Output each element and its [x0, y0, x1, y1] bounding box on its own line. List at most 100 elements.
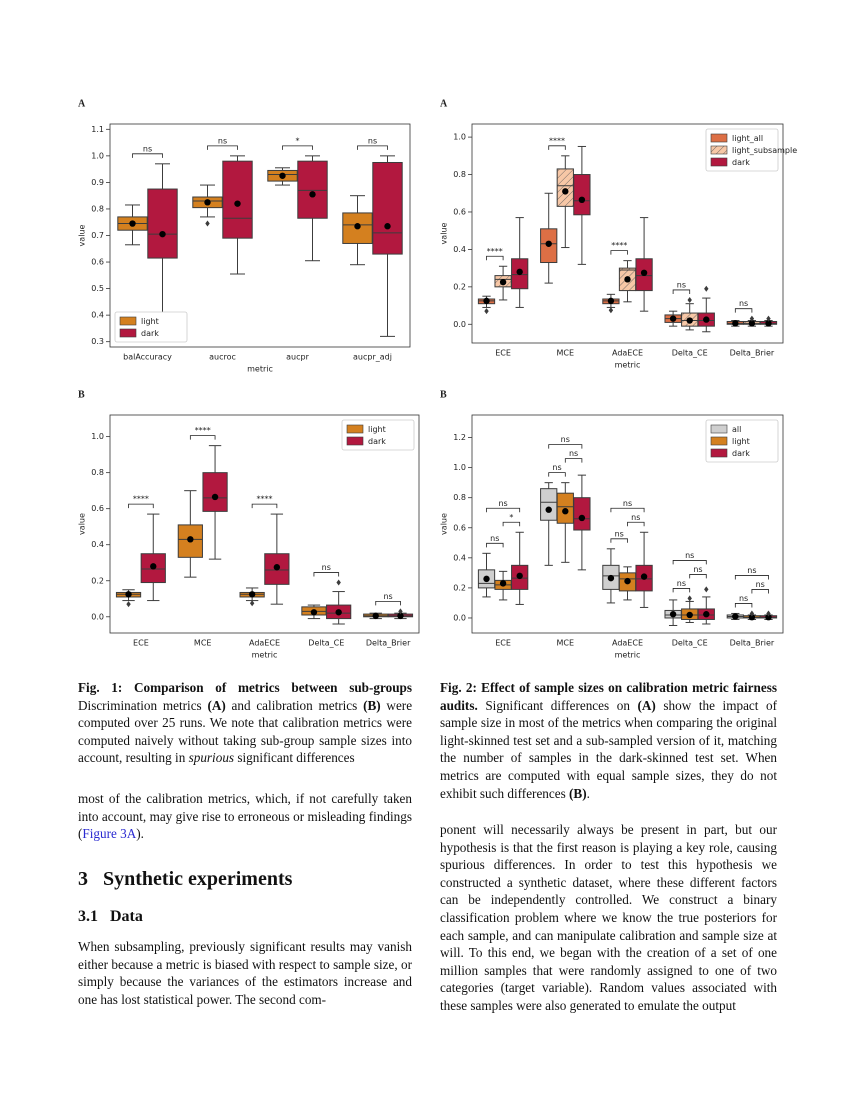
caption-text: .	[586, 785, 590, 801]
x-tick-label: Delta_CE	[672, 349, 708, 358]
significance-label: ns	[685, 551, 694, 560]
significance-label: ns	[615, 529, 624, 538]
y-tick-label: 0.6	[453, 523, 466, 532]
mean	[545, 506, 552, 513]
significance-bracket	[189, 435, 216, 440]
significance-bracket	[207, 145, 238, 150]
section-number: 3	[78, 868, 88, 890]
significance-bracket	[375, 600, 401, 606]
y-tick-label: 0.0	[453, 320, 466, 329]
x-tick-label: ECE	[133, 639, 149, 648]
caption-text: Discrimination metrics	[78, 697, 202, 713]
mean	[703, 611, 710, 618]
significance-label: ns	[739, 299, 748, 308]
mean	[703, 316, 710, 323]
y-tick-label: 0.4	[91, 540, 104, 549]
significance-bracket	[486, 507, 521, 513]
mean	[765, 614, 772, 621]
x-tick-label: Delta_Brier	[730, 349, 775, 358]
paragraph: When subsampling, previously significant…	[78, 939, 412, 1007]
mean	[159, 230, 166, 238]
outlier	[608, 307, 614, 314]
box	[540, 488, 558, 521]
paragraph: ponent will necessarily always be presen…	[440, 822, 777, 1013]
significance-label: ****	[257, 495, 273, 504]
y-tick-label: 0.2	[453, 282, 466, 291]
outlier	[336, 579, 341, 586]
caption-text: were computed over 25 runs. We note that…	[78, 697, 413, 766]
section-title: Synthetic experiments	[103, 868, 293, 890]
mean	[234, 200, 241, 207]
y-tick-label: 0.8	[453, 170, 466, 179]
mean	[273, 564, 281, 571]
legend-label: dark	[732, 449, 750, 458]
mean	[669, 315, 677, 322]
outlier	[704, 285, 709, 292]
mean	[125, 591, 132, 598]
x-tick-label: Delta_CE	[672, 639, 708, 648]
legend-swatch	[346, 424, 364, 434]
y-tick-label: 0.0	[91, 612, 104, 621]
mean	[516, 572, 523, 580]
plot-frame	[109, 414, 420, 634]
y-axis-label: value	[78, 513, 87, 535]
significance-label: ****	[487, 247, 503, 256]
panel-label: B	[78, 389, 85, 400]
significance-bracket	[751, 589, 769, 594]
outlier	[126, 601, 131, 608]
y-tick-label: 0.3	[91, 337, 104, 346]
significance-label: ns	[552, 463, 561, 472]
significance-label: *	[509, 513, 513, 522]
subsection-heading: 3.1 Data	[78, 908, 143, 926]
mean	[335, 609, 342, 616]
outlier	[766, 315, 771, 322]
caption-title: Comparison of metrics between sub-groups	[133, 680, 412, 695]
text: most of the calibration metrics, which, …	[78, 791, 412, 842]
significance-bracket	[610, 538, 628, 543]
mean	[669, 611, 677, 618]
significance-bracket	[734, 603, 753, 608]
legend-label: dark	[368, 437, 386, 446]
significance-label: ns	[218, 136, 227, 145]
significance-label: ns	[498, 499, 507, 508]
plot-frame	[471, 414, 784, 634]
outlier	[687, 296, 692, 303]
y-tick-label: 0.5	[91, 284, 104, 293]
significance-bracket	[132, 153, 163, 158]
significance-label: ns	[623, 499, 632, 508]
fig2-caption: Fig. 2: Effect of sample sizes on calibr…	[440, 679, 777, 802]
significance-label: ns	[677, 579, 686, 588]
significance-bracket	[502, 521, 521, 527]
caption-emph: spurious	[188, 750, 235, 766]
y-tick-label: 1.1	[91, 125, 104, 134]
significance-bracket	[548, 472, 566, 477]
significance-bracket	[486, 255, 504, 261]
mean	[686, 611, 693, 619]
legend-label: light	[732, 437, 750, 446]
significance-bracket	[672, 560, 707, 565]
significance-bracket	[548, 145, 566, 150]
significance-bracket	[734, 308, 753, 313]
box	[147, 188, 178, 259]
significance-bracket	[627, 521, 645, 527]
caption-title: Effect of sample sizes on calibration me…	[440, 680, 777, 713]
mean	[578, 196, 586, 204]
box	[372, 161, 403, 255]
significance-label: ns	[561, 435, 570, 444]
figure-link[interactable]: Figure 3A	[82, 826, 137, 842]
y-tick-label: 1.0	[91, 151, 104, 160]
outlier	[749, 315, 755, 322]
y-tick-label: 0.6	[91, 504, 104, 513]
mean	[545, 240, 552, 247]
caption-text: show the impact of sample size in most o…	[440, 697, 778, 801]
significance-label: ns	[677, 280, 686, 289]
outlier	[205, 220, 210, 227]
mean	[732, 613, 739, 620]
mean	[607, 297, 615, 305]
x-tick-label: AdaECE	[249, 639, 280, 648]
significance-bracket	[357, 145, 388, 150]
y-tick-label: 0.4	[453, 553, 466, 562]
mean	[686, 317, 693, 324]
box	[556, 168, 574, 207]
x-axis-label: metric	[247, 365, 273, 374]
